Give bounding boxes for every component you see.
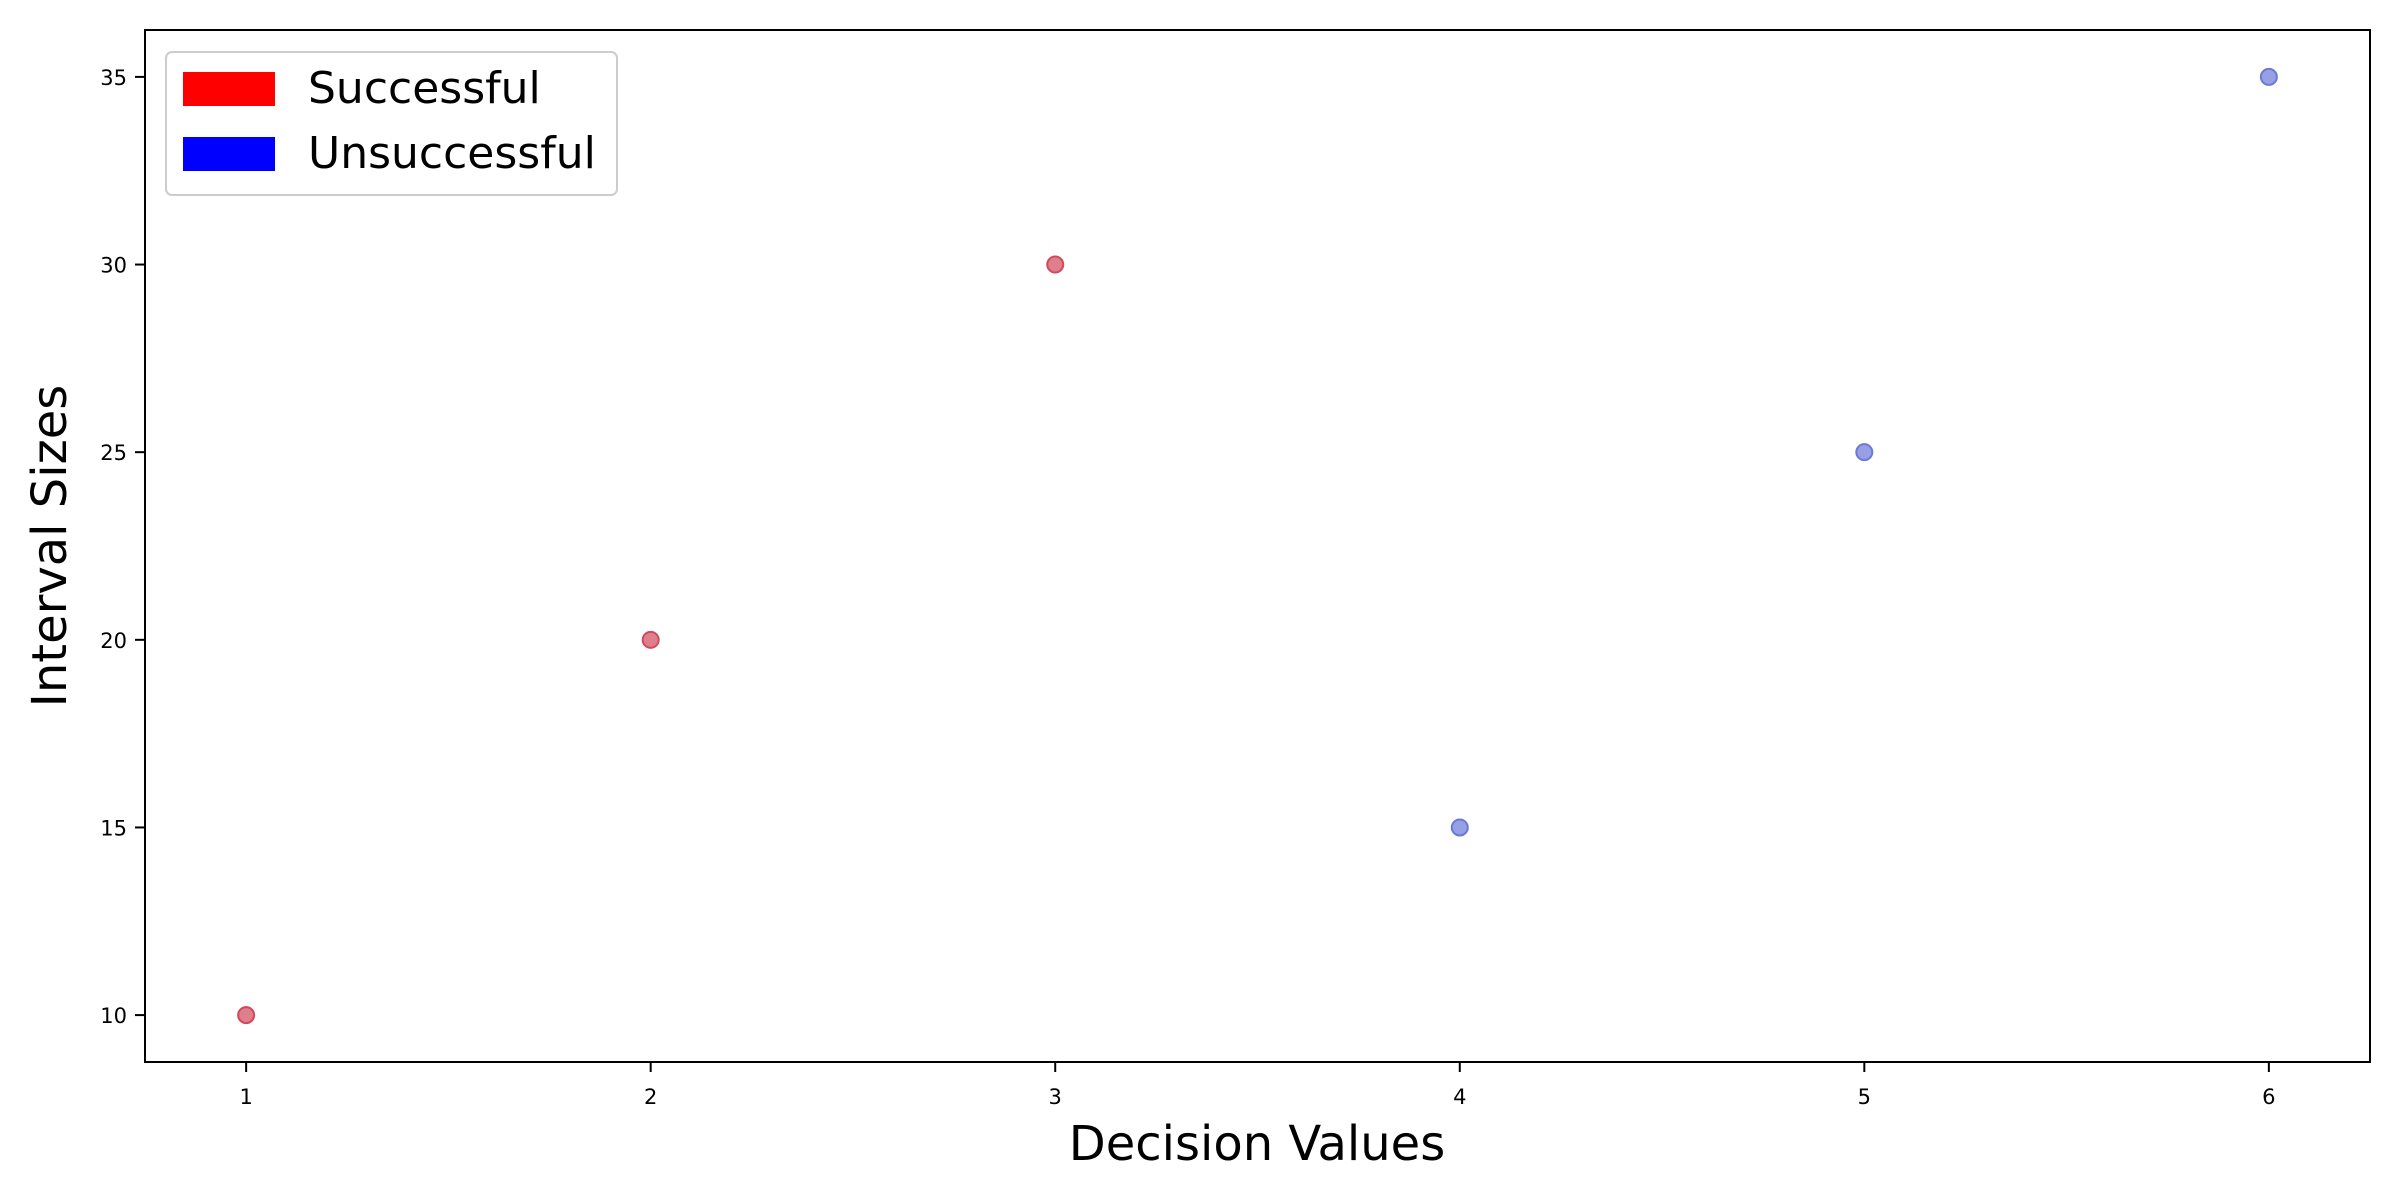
y-axis-title: Interval Sizes xyxy=(22,385,78,708)
y-tick-label: 30 xyxy=(100,254,127,278)
x-tick-label: 2 xyxy=(644,1085,657,1109)
legend-swatch-successful xyxy=(183,72,275,106)
y-axis: 10 15 20 25 30 35 xyxy=(100,66,145,1028)
data-point xyxy=(1855,443,1874,462)
x-axis-title: Decision Values xyxy=(1069,1116,1445,1172)
data-point xyxy=(237,1006,256,1025)
x-tick-label: 3 xyxy=(1049,1085,1062,1109)
x-tick-label: 1 xyxy=(239,1085,252,1109)
legend-label-successful: Successful xyxy=(308,63,541,114)
x-axis: 1 2 3 4 5 6 xyxy=(239,1062,2276,1109)
data-point xyxy=(1046,255,1065,274)
legend-label-unsuccessful: Unsuccessful xyxy=(308,128,596,179)
legend: Successful Unsuccessful xyxy=(165,51,618,196)
x-tick-label: 5 xyxy=(1858,1085,1871,1109)
data-points xyxy=(237,67,2278,1025)
data-point xyxy=(2259,67,2278,86)
y-tick-label: 10 xyxy=(100,1004,127,1028)
y-tick-label: 20 xyxy=(100,629,127,653)
x-tick-label: 6 xyxy=(2262,1085,2275,1109)
legend-box xyxy=(165,51,618,196)
y-tick-label: 15 xyxy=(100,816,127,840)
y-tick-label: 35 xyxy=(100,66,127,90)
x-tick-label: 4 xyxy=(1453,1085,1466,1109)
data-point xyxy=(641,630,660,649)
y-tick-label: 25 xyxy=(100,441,127,465)
plot-frame xyxy=(144,29,2371,1063)
legend-swatch-unsuccessful xyxy=(183,137,275,171)
data-point xyxy=(1450,818,1469,837)
